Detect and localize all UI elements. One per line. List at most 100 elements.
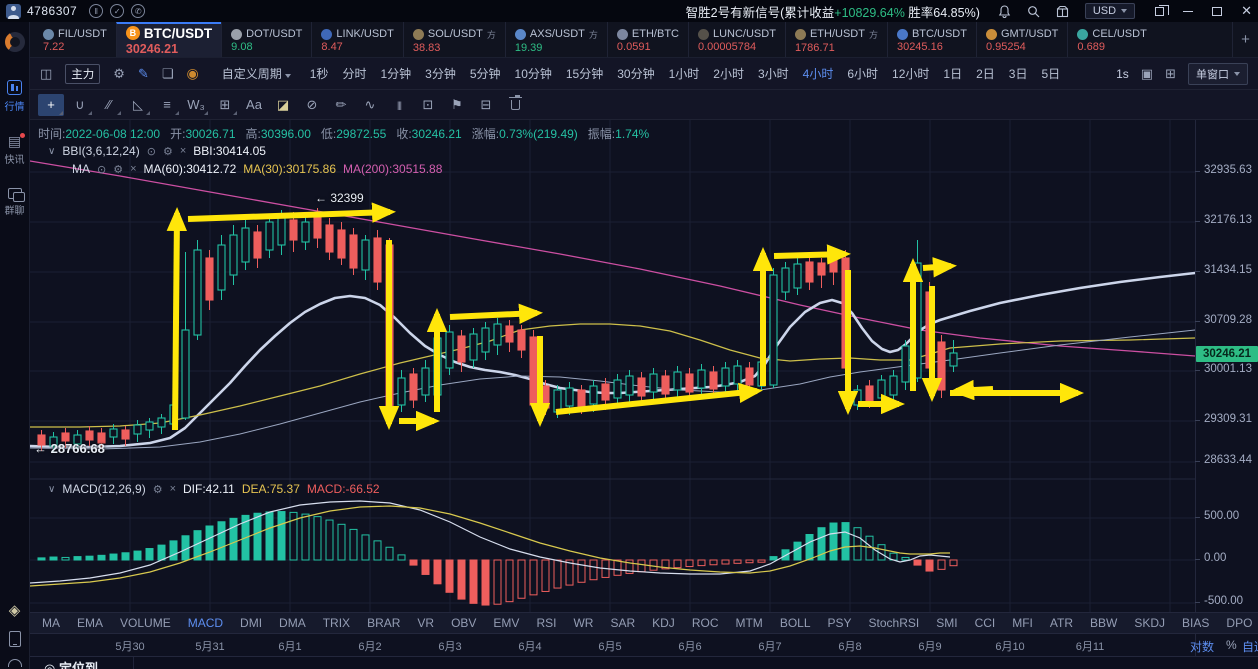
period-10分钟[interactable]: 10分钟	[514, 67, 552, 81]
settings-icon[interactable]: ⚙	[162, 145, 173, 158]
notes-tool-icon[interactable]: ⊟	[480, 96, 492, 112]
mobile-icon[interactable]	[8, 631, 21, 647]
locate-to-button[interactable]: ◎ 定位到...	[44, 661, 109, 669]
ticker-tab-btc-usdt[interactable]: BTC/USDT 30245.16	[886, 22, 976, 57]
indicator-tab-macd[interactable]: MACD	[187, 616, 224, 630]
period-6小时[interactable]: 6小时	[847, 67, 879, 81]
period-15分钟[interactable]: 15分钟	[565, 67, 604, 81]
bell-icon[interactable]	[998, 4, 1011, 18]
chart-region[interactable]: 时间:2022-06-08 12:00 开:30026.71 高:30396.00 低…	[30, 120, 1258, 656]
ticker-tab-eth-btc[interactable]: ETH/BTC 0.0591	[606, 22, 688, 57]
period-3日[interactable]: 3日	[1008, 67, 1028, 81]
period-12小时[interactable]: 12小时	[892, 67, 930, 81]
ticker-tab-dot-usdt[interactable]: DOT/USDT 9.08	[221, 22, 311, 57]
indicator-tab-mfi[interactable]: MFI	[1012, 616, 1033, 630]
indicator-tab-kdj[interactable]: KDJ	[652, 616, 675, 630]
crosshair-icon[interactable]: +	[38, 93, 64, 116]
indicator-tab-mtm[interactable]: MTM	[735, 616, 763, 630]
settings-gear-icon[interactable]: ⚙	[113, 65, 125, 81]
indicator-tab-vr[interactable]: VR	[417, 616, 435, 630]
settings-icon[interactable]: ⚙	[152, 483, 163, 496]
indicator-tab-skdj[interactable]: SKDJ	[1134, 616, 1166, 630]
settings-icon[interactable]: ⚙	[113, 163, 124, 176]
package-icon[interactable]	[1056, 5, 1069, 18]
remove-indicator-icon[interactable]: ×	[179, 145, 187, 157]
measure-tool-icon[interactable]: |||	[396, 99, 402, 110]
remove-indicator-icon[interactable]: ×	[130, 163, 137, 175]
chart-style-icon[interactable]: ◫	[40, 65, 53, 81]
period-2日[interactable]: 2日	[976, 67, 995, 81]
ticker-tab-sol-usdt[interactable]: SOL/USDT 方 38.83	[402, 22, 505, 57]
period-3分钟[interactable]: 3分钟	[425, 67, 456, 81]
multi-chart-icon[interactable]: ⊞	[1165, 65, 1176, 81]
indicator-tab-cci[interactable]: CCI	[974, 616, 996, 630]
ticker-tab-eth-usdt[interactable]: ETH/USDT 方 1786.71	[784, 22, 887, 57]
indicator-tab-sar[interactable]: SAR	[610, 616, 636, 630]
remove-indicator-icon[interactable]: ×	[169, 483, 177, 495]
period-5日[interactable]: 5日	[1041, 67, 1061, 81]
close-icon[interactable]: ✕	[1241, 3, 1252, 18]
no-draw-tool-icon[interactable]: ⊘	[306, 96, 318, 112]
indicator-tab-wr[interactable]: WR	[573, 616, 594, 630]
check-icon[interactable]: ✓	[110, 4, 125, 18]
eye-icon[interactable]: ⊙	[97, 163, 107, 176]
ticker-tab-cel-usdt[interactable]: CEL/USDT 0.689	[1067, 22, 1155, 57]
user-avatar[interactable]	[6, 3, 21, 19]
popout-window-icon[interactable]	[1155, 4, 1170, 16]
edit-pencil-icon[interactable]: ✎	[137, 65, 149, 81]
vip-gem-icon[interactable]: ◈	[8, 602, 21, 619]
ticker-tab-btc-usdt[interactable]: B BTC/USDT 30246.21	[115, 22, 222, 57]
period-2小时[interactable]: 2小时	[713, 67, 744, 81]
pattern-box-tool-icon[interactable]: ⊞	[212, 94, 238, 116]
collapse-chevron-icon[interactable]: ∨	[48, 483, 56, 495]
ticker-tab-link-usdt[interactable]: LINK/USDT 8.47	[311, 22, 402, 57]
freehand-tool-icon[interactable]: ∿	[364, 96, 376, 112]
main-force-button[interactable]: 主力	[65, 63, 101, 84]
ticker-tab-lunc-usdt[interactable]: LUNC/USDT 0.00005784	[687, 22, 785, 57]
indicator-tab-dpo[interactable]: DPO	[1226, 616, 1253, 630]
coin-indicator-icon[interactable]: ◉	[186, 65, 199, 81]
indicator-tab-volume[interactable]: VOLUME	[120, 616, 171, 630]
currency-dropdown[interactable]: USD	[1084, 3, 1136, 19]
ticker-tab-fil-usdt[interactable]: FIL/USDT 7.22	[34, 22, 116, 57]
minimize-icon[interactable]	[1183, 10, 1194, 12]
pause-icon[interactable]: ‖	[89, 4, 104, 18]
indicator-tab-bbw[interactable]: BBW	[1090, 616, 1118, 630]
sidebar-item-news[interactable]: ▤ 快讯	[4, 133, 26, 166]
arc-tool-icon[interactable]: ∪	[67, 94, 93, 116]
candlestick-chart[interactable]	[30, 120, 1195, 612]
search-icon[interactable]	[1027, 5, 1040, 18]
trendline-tool-icon[interactable]: ∕∕	[96, 94, 122, 116]
period-3小时[interactable]: 3小时	[757, 67, 789, 81]
period-5分钟[interactable]: 5分钟	[469, 67, 501, 81]
bookmark-tool-icon[interactable]: ⚑	[451, 96, 463, 112]
indicator-tab-stochrsi[interactable]: StochRSI	[868, 616, 920, 630]
period-1分钟[interactable]: 1分钟	[380, 67, 412, 81]
ruler-tool-icon[interactable]: ✏	[335, 96, 347, 112]
indicator-tab-roc[interactable]: ROC	[691, 616, 719, 630]
indicator-tab-atr[interactable]: ATR	[1049, 616, 1074, 630]
period-1小时[interactable]: 1小时	[668, 67, 700, 81]
indicator-tab-ema[interactable]: EMA	[77, 616, 104, 630]
indicator-tab-rsi[interactable]: RSI	[536, 616, 557, 630]
sidebar-item-quotes[interactable]: 行情	[5, 80, 25, 113]
indicator-tab-brar[interactable]: BRAR	[367, 616, 401, 630]
speed-label[interactable]: 1s	[1116, 66, 1129, 81]
triangle-tool-icon[interactable]: ◺	[125, 94, 151, 116]
indicator-tab-psy[interactable]: PSY	[827, 616, 852, 630]
parallel-lines-tool-icon[interactable]: ≡	[154, 94, 180, 116]
maximize-icon[interactable]	[1212, 6, 1223, 16]
partial-icon[interactable]	[7, 659, 22, 667]
collapse-chevron-icon[interactable]: ∨	[48, 145, 56, 157]
brush-tool-icon[interactable]: ◪	[276, 96, 290, 112]
lock-tool-icon[interactable]: ⊡	[422, 96, 434, 112]
percent-scale-toggle[interactable]: %	[1226, 638, 1237, 652]
log-scale-toggle[interactable]: 对数	[1190, 640, 1215, 654]
indicator-tab-smi[interactable]: SMI	[936, 616, 958, 630]
date-axis[interactable]: 5月30 5月31 6月1 6月2 6月3 6月4 6月5 6月6 6月7 6月8 6月9 6月10 6…	[30, 634, 1258, 656]
sidebar-item-groupchat[interactable]: 群聊	[5, 188, 25, 217]
indicator-tab-bias[interactable]: BIAS	[1182, 616, 1210, 630]
clipboard-icon[interactable]: ❏	[161, 65, 174, 81]
period-4小时[interactable]: 4小时	[802, 67, 834, 81]
indicator-tab-dmi[interactable]: DMI	[240, 616, 263, 630]
